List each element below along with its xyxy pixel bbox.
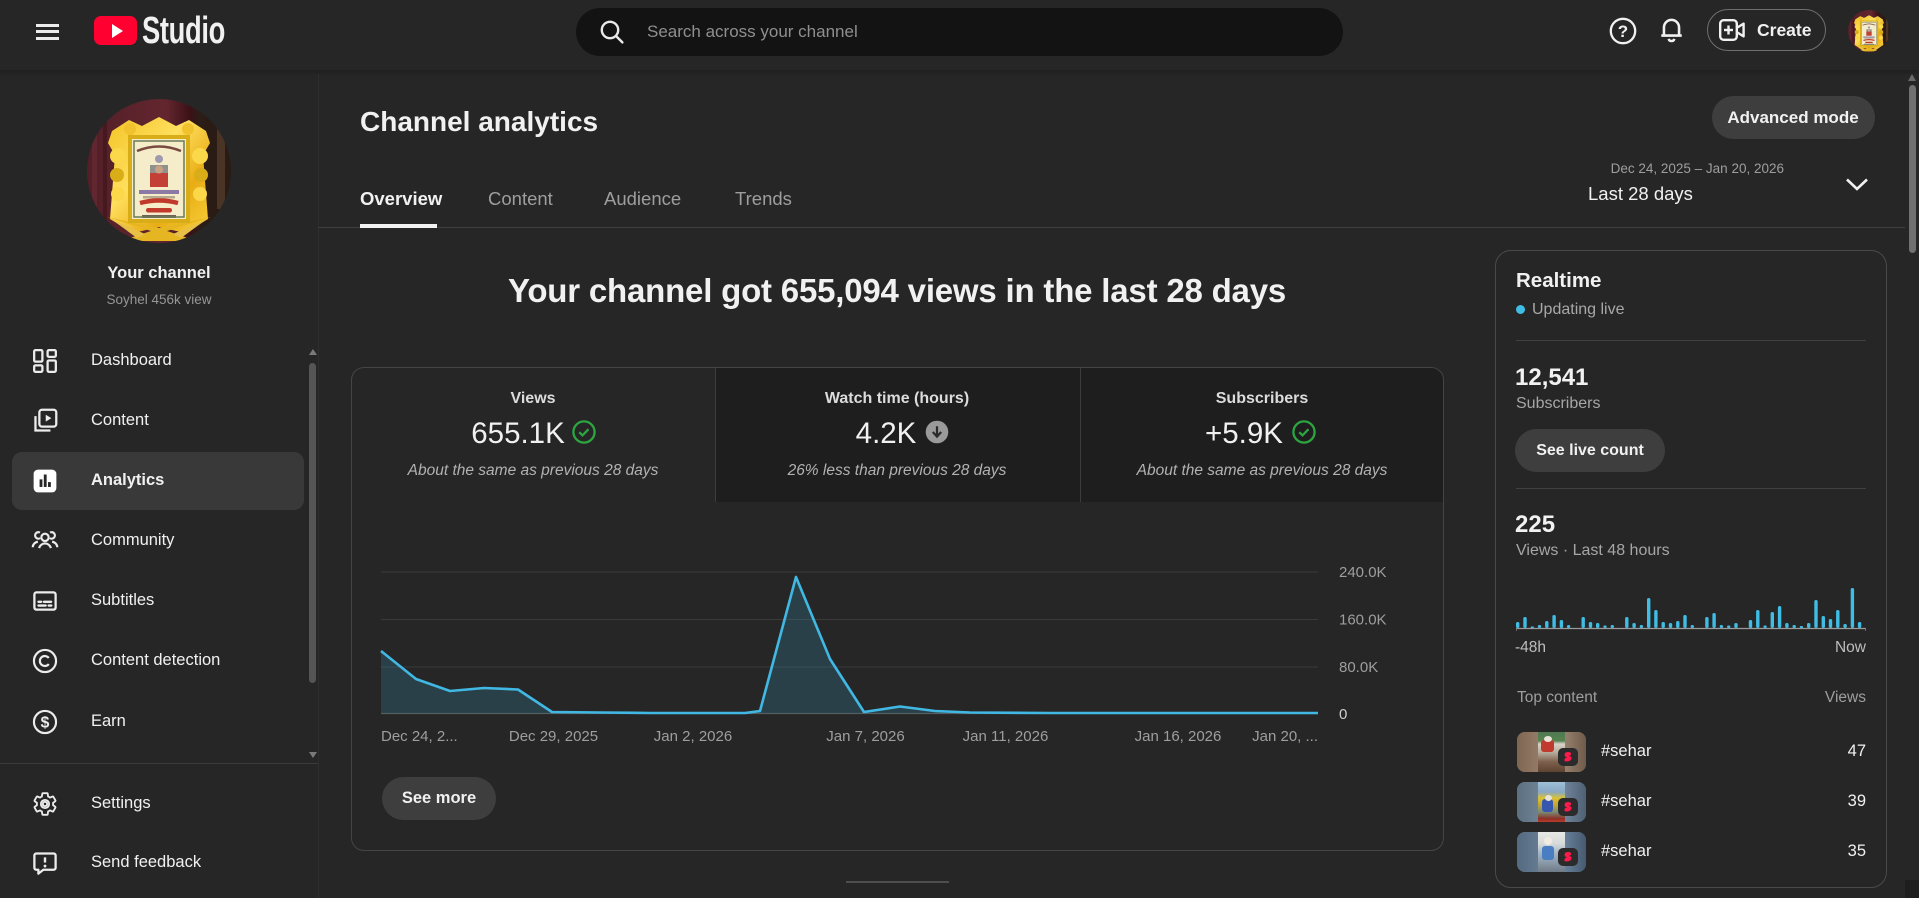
svg-text:Jan 7, 2026: Jan 7, 2026	[826, 728, 904, 745]
svg-text:240.0K: 240.0K	[1339, 564, 1387, 581]
svg-text:Jan 11, 2026: Jan 11, 2026	[963, 728, 1049, 745]
svg-text:Jan 16, 2026: Jan 16, 2026	[1135, 728, 1222, 745]
svg-text:Jan 20, ...: Jan 20, ...	[1252, 728, 1318, 745]
svg-text:80.0K: 80.0K	[1339, 659, 1378, 676]
svg-text:0: 0	[1339, 706, 1347, 723]
svg-text:$: $	[41, 715, 50, 732]
svg-text:Dec 24, 2...: Dec 24, 2...	[381, 728, 458, 745]
svg-text:160.0K: 160.0K	[1339, 612, 1387, 629]
svg-text:?: ?	[1618, 22, 1628, 41]
svg-text:Jan 2, 2026: Jan 2, 2026	[654, 728, 732, 745]
svg-text:Dec 29, 2025: Dec 29, 2025	[509, 728, 598, 745]
